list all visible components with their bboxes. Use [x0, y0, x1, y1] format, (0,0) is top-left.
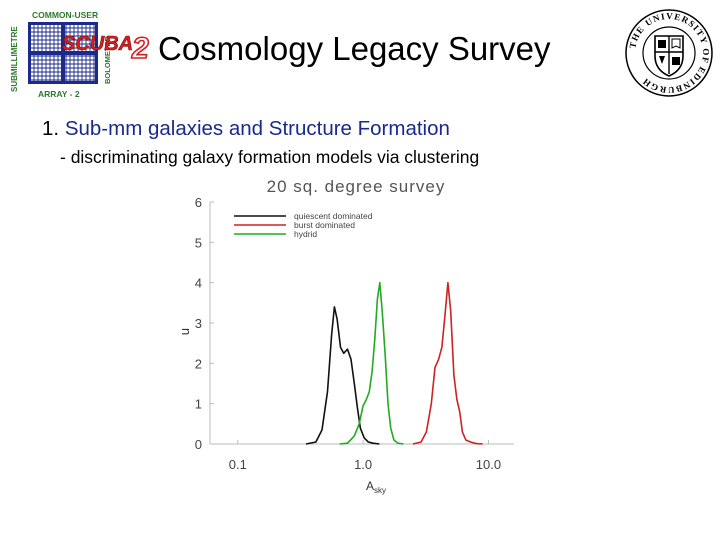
- legend-label: quiescent dominated: [294, 211, 373, 221]
- bullet-text: Sub-mm galaxies and Structure Formation: [64, 117, 450, 140]
- y-tick-label: 1: [195, 397, 202, 412]
- y-tick-label: 4: [195, 276, 202, 291]
- series-line-hydrid: [339, 281, 404, 445]
- y-axis-label: n: [179, 328, 194, 335]
- scuba-logo-digit: 2: [131, 32, 149, 65]
- clustering-chart: 20 sq. degree survey quiescent dominated…: [179, 177, 514, 495]
- series-line-burst-dominated: [412, 281, 483, 445]
- x-axis-label-subscript: sky: [374, 486, 386, 495]
- y-tick-label: 0: [195, 437, 202, 452]
- y-tick-label: 6: [195, 195, 202, 210]
- bullet-point-1: 1. Sub-mm galaxies and Structure Formati…: [42, 117, 450, 141]
- y-tick-label: 2: [195, 356, 202, 371]
- x-axis-label: Asky: [366, 479, 386, 495]
- bullet-number: 1.: [42, 117, 60, 140]
- series-line-quiescent-dominated: [305, 306, 380, 445]
- chart-title: 20 sq. degree survey: [267, 177, 446, 196]
- chart-ticks: 0 1 2 3 4 5 6 0.1 1.0 10.0: [195, 195, 501, 472]
- scuba-logo-right-text: BOLOMETER: [103, 36, 112, 84]
- scuba-2-logo: COMMON-USER SUBMILLIMETRE BOLOMETER SCUB…: [10, 10, 150, 98]
- chart-series-group: [305, 281, 483, 445]
- sub-bullet: - discriminating galaxy formation models…: [60, 147, 480, 167]
- x-axis-label-main: A: [366, 479, 374, 493]
- bolometer-grid-icon: [28, 22, 98, 84]
- slide-title: Cosmology Legacy Survey: [158, 30, 551, 67]
- scuba-logo-top-text: COMMON-USER: [32, 10, 98, 20]
- x-tick-label: 0.1: [229, 457, 247, 472]
- y-tick-label: 5: [195, 235, 202, 250]
- y-tick-label: 3: [195, 316, 202, 331]
- scuba-logo-left-text: SUBMILLIMETRE: [10, 26, 19, 92]
- university-of-edinburgh-logo: THE UNIVERSITY OF EDINBURGH: [625, 9, 713, 97]
- scuba-logo-name: SCUBA: [62, 33, 133, 55]
- scuba-logo-bottom-text: ARRAY - 2: [38, 89, 80, 98]
- legend-label: burst dominated: [294, 220, 355, 230]
- shield-icon: [654, 35, 684, 77]
- legend-label: hydrid: [294, 229, 317, 239]
- x-tick-label: 1.0: [354, 457, 372, 472]
- x-tick-label: 10.0: [476, 457, 501, 472]
